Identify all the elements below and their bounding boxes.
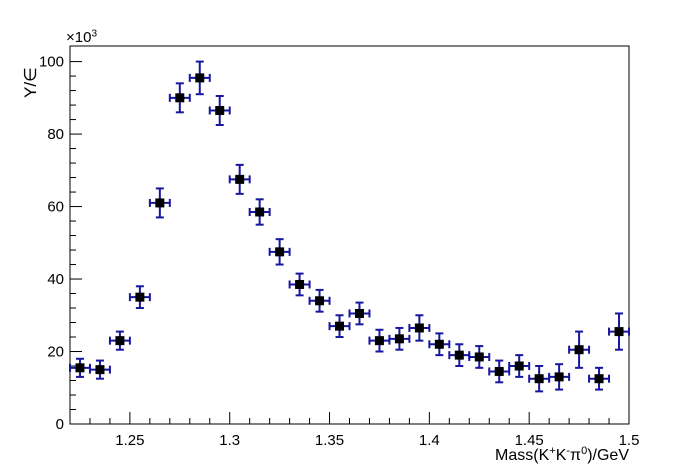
data-point bbox=[528, 365, 551, 393]
data-point bbox=[428, 332, 451, 357]
y-axis: 0 20 40 60 80 100 bbox=[39, 54, 82, 433]
data-marker bbox=[414, 323, 424, 333]
y-tick-label: 60 bbox=[47, 199, 64, 216]
data-marker bbox=[354, 308, 364, 318]
data-point bbox=[388, 326, 411, 351]
data-marker bbox=[255, 207, 265, 217]
x-tick-label: 1.45 bbox=[515, 432, 544, 449]
x-axis: 1.25 1.3 1.35 1.4 1.45 1.5 bbox=[89, 412, 640, 449]
data-marker bbox=[494, 366, 504, 376]
data-point bbox=[288, 272, 311, 297]
data-point bbox=[488, 359, 511, 384]
data-marker bbox=[335, 321, 345, 331]
data-marker bbox=[394, 334, 404, 344]
data-marker bbox=[115, 336, 125, 346]
data-point bbox=[368, 328, 391, 353]
data-point bbox=[448, 343, 471, 368]
data-marker bbox=[195, 73, 205, 83]
data-point bbox=[588, 366, 611, 391]
data-marker bbox=[454, 350, 464, 360]
data-point bbox=[108, 330, 131, 351]
data-point bbox=[188, 60, 211, 96]
data-marker bbox=[514, 361, 524, 371]
x-tick-label: 1.5 bbox=[619, 432, 640, 449]
data-point bbox=[348, 301, 371, 326]
y-tick-label: 0 bbox=[56, 416, 64, 433]
data-marker bbox=[474, 352, 484, 362]
data-point bbox=[208, 95, 231, 127]
data-point bbox=[88, 359, 111, 380]
data-series bbox=[69, 60, 630, 393]
x-axis-title: Mass(K+K-π0)/GeV bbox=[495, 445, 629, 464]
data-marker bbox=[135, 292, 145, 302]
x-tick-label: 1.4 bbox=[419, 432, 440, 449]
y-tick-label: 20 bbox=[47, 344, 64, 361]
y-axis-title: Y/∈ bbox=[21, 67, 40, 98]
data-point bbox=[408, 314, 431, 342]
data-point bbox=[568, 330, 591, 369]
x-tick-label: 1.3 bbox=[219, 432, 240, 449]
data-marker bbox=[215, 106, 225, 116]
data-point bbox=[468, 345, 491, 369]
data-marker bbox=[614, 327, 624, 337]
data-point bbox=[248, 198, 271, 226]
data-point bbox=[268, 238, 291, 266]
y-tick-label: 100 bbox=[39, 54, 64, 71]
data-marker bbox=[235, 174, 245, 184]
data-marker bbox=[574, 345, 584, 355]
data-point bbox=[168, 82, 191, 114]
data-marker bbox=[295, 279, 305, 289]
y-axis-multiplier: ×103 bbox=[66, 29, 97, 47]
data-marker bbox=[155, 198, 165, 208]
data-point bbox=[328, 314, 351, 339]
data-marker bbox=[75, 363, 85, 373]
data-marker bbox=[594, 374, 604, 384]
x-tick-label: 1.35 bbox=[315, 432, 344, 449]
data-marker bbox=[95, 365, 105, 375]
data-marker bbox=[275, 247, 285, 257]
data-point bbox=[228, 163, 251, 195]
data-point bbox=[128, 285, 151, 310]
data-point bbox=[608, 312, 630, 351]
x-tick-label: 1.25 bbox=[115, 432, 144, 449]
data-point bbox=[548, 363, 571, 391]
y-tick-label: 80 bbox=[47, 126, 64, 143]
data-marker bbox=[554, 372, 564, 382]
data-marker bbox=[315, 296, 325, 306]
y-tick-label: 40 bbox=[47, 271, 64, 288]
data-marker bbox=[175, 93, 185, 103]
data-point bbox=[69, 357, 91, 378]
data-point bbox=[148, 187, 171, 219]
data-marker bbox=[434, 339, 444, 349]
data-point bbox=[508, 354, 531, 378]
data-marker bbox=[374, 336, 384, 346]
plot-frame bbox=[69, 45, 630, 425]
data-marker bbox=[534, 374, 544, 384]
data-point bbox=[308, 288, 331, 313]
